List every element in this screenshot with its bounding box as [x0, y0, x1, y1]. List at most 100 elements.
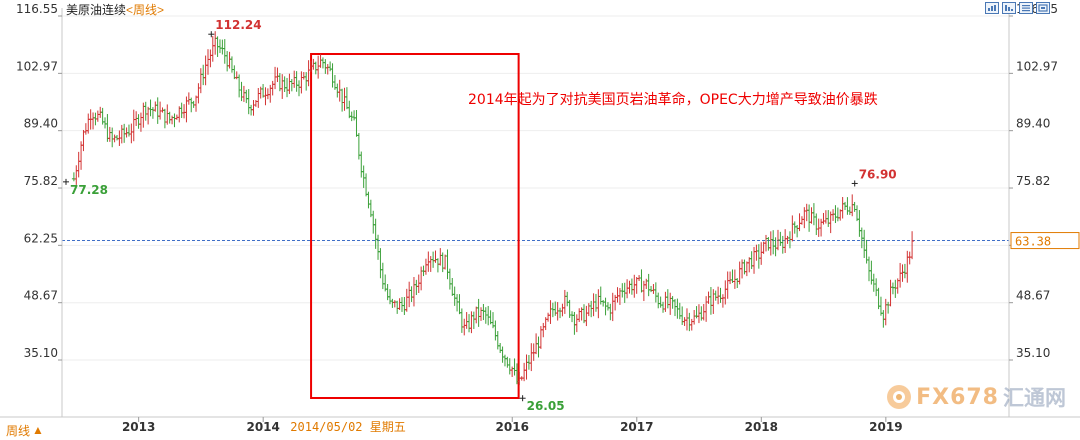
price-bar	[629, 278, 634, 295]
price-bar	[265, 88, 270, 100]
y-tick-label-left: 116.55	[16, 2, 58, 16]
price-bar	[831, 209, 836, 221]
price-bar	[653, 282, 658, 303]
price-bar	[665, 289, 670, 309]
price-bar	[316, 55, 321, 79]
price-bar	[584, 305, 589, 327]
price-bar	[399, 297, 404, 312]
price-bar	[833, 205, 838, 224]
price-bar	[747, 257, 752, 273]
x-tick-label: 2017	[620, 420, 653, 434]
price-bar	[807, 204, 812, 232]
list-button[interactable]	[1019, 2, 1033, 14]
price-bar	[890, 282, 895, 295]
price-bar	[902, 263, 907, 279]
price-bar	[347, 100, 352, 119]
price-bar	[467, 314, 472, 333]
period-indicator[interactable]: <周线>	[126, 3, 165, 17]
price-bar	[411, 277, 416, 307]
price-bar	[706, 291, 711, 304]
price-bar	[337, 79, 342, 102]
price-bar	[754, 244, 759, 261]
price-bar	[107, 126, 112, 142]
y-tick-label-left: 48.67	[24, 289, 58, 303]
current-price-tag	[1010, 232, 1080, 250]
price-bar	[591, 293, 596, 317]
price-bar	[589, 300, 594, 318]
price-bar	[189, 97, 194, 113]
price-bar	[716, 286, 721, 305]
price-bar	[725, 271, 730, 299]
price-bar	[414, 279, 419, 296]
price-bar	[220, 39, 225, 55]
price-bar	[179, 102, 184, 119]
price-bar	[385, 283, 390, 301]
price-bar	[344, 87, 349, 110]
price-bar	[294, 71, 299, 92]
price-bar	[560, 303, 565, 317]
price-bar	[352, 110, 357, 121]
price-bar	[847, 206, 852, 215]
price-bar	[871, 273, 876, 292]
period-selector[interactable]: 周线 ▲	[0, 420, 44, 440]
price-bar	[349, 111, 354, 122]
instrument-name: 美原油连续	[66, 3, 127, 17]
price-bar	[605, 302, 610, 311]
y-tick-label-right: 89.40	[1016, 117, 1050, 131]
price-bar	[435, 258, 440, 273]
price-bar	[792, 221, 797, 234]
price-bar	[553, 301, 558, 316]
price-bar	[419, 266, 424, 291]
watermark-text: FX678	[916, 384, 999, 410]
price-bar	[752, 246, 757, 274]
price-bar	[198, 68, 203, 94]
price-bar	[450, 277, 455, 296]
expand-button[interactable]	[1036, 2, 1050, 14]
price-bar	[335, 83, 340, 98]
price-bar	[328, 61, 333, 72]
price-bar	[423, 258, 428, 275]
price-bar	[428, 256, 433, 272]
price-bar	[526, 354, 531, 370]
price-bar	[273, 66, 278, 90]
price-bar	[886, 301, 891, 314]
price-bar	[186, 92, 191, 105]
price-bar	[318, 53, 323, 68]
price-bar	[270, 80, 275, 96]
price-bar	[905, 250, 910, 283]
zoom-out-button[interactable]	[1002, 2, 1016, 14]
price-bar	[615, 287, 620, 303]
price-bar	[524, 354, 529, 380]
price-bar	[241, 85, 246, 102]
price-bar	[330, 63, 335, 88]
price-bar	[610, 292, 615, 322]
price-bar	[447, 268, 452, 290]
price-bar	[431, 251, 436, 268]
price-bar	[210, 35, 215, 62]
price-bar	[512, 358, 517, 376]
cursor-date-label: 2014/05/02 星期五	[290, 420, 405, 434]
price-bar	[656, 292, 661, 309]
price-bar	[855, 205, 860, 222]
fx678-logo-icon	[887, 385, 912, 409]
price-bar	[76, 151, 81, 178]
price-bar	[893, 279, 898, 298]
price-bar	[289, 79, 294, 92]
price-bar	[866, 256, 871, 282]
price-bars	[71, 31, 915, 386]
price-bar	[371, 210, 376, 234]
price-bar	[443, 254, 448, 270]
price-bar	[558, 307, 563, 319]
price-bar	[802, 207, 807, 229]
price-bar	[376, 234, 381, 260]
price-bar	[845, 197, 850, 215]
price-bar	[239, 81, 244, 102]
price-bar	[771, 230, 776, 255]
price-bar	[483, 307, 488, 324]
price-bar	[692, 310, 697, 325]
price-bar	[639, 269, 644, 293]
price-bar	[682, 317, 687, 326]
price-bar	[244, 89, 249, 104]
zoom-in-button[interactable]	[985, 2, 999, 14]
